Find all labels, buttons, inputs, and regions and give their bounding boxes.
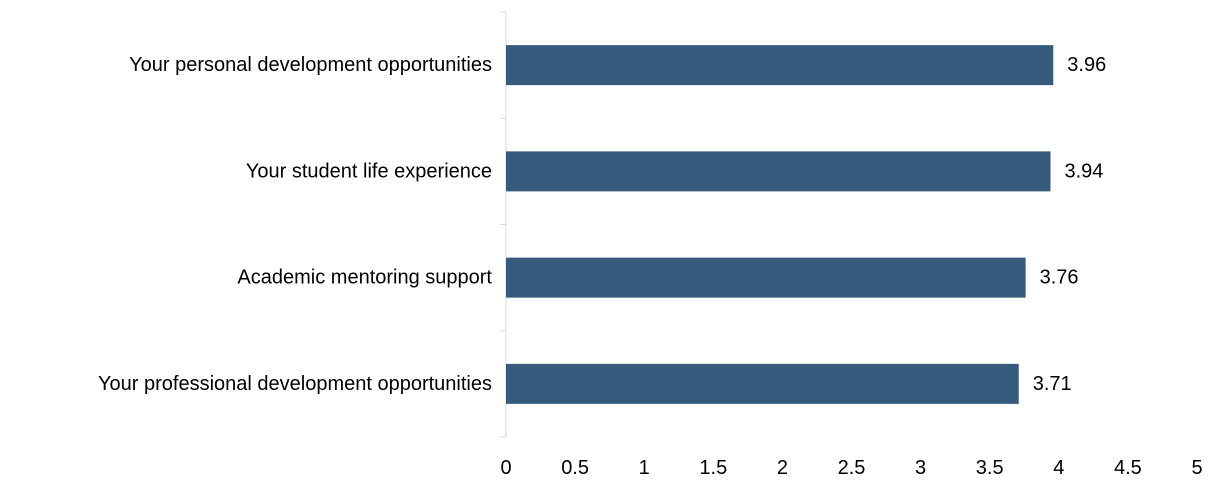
bars [506, 45, 1054, 404]
x-axis-tick-label: 5 [1191, 457, 1202, 479]
y-axis [500, 11, 507, 438]
x-axis-tick-label: 0 [500, 457, 511, 479]
x-axis-tick-labels: 0 0.5 1 1.5 2 2.5 3 3.5 4 4.5 5 [500, 457, 1202, 479]
bar [506, 45, 1054, 86]
x-axis-tick-label: 1 [639, 457, 650, 479]
value-labels: 3.96 3.94 3.76 3.71 [1033, 54, 1106, 395]
bar-value-label: 3.71 [1033, 373, 1072, 395]
x-axis-tick-label: 3.5 [976, 457, 1004, 479]
x-axis-tick-label: 3 [915, 457, 926, 479]
category-label: Your student life experience [246, 160, 492, 182]
x-axis-tick-label: 0.5 [561, 457, 589, 479]
x-axis-tick-label: 4 [1053, 457, 1064, 479]
category-label: Academic mentoring support [237, 267, 492, 289]
category-label: Your professional development opportunit… [98, 373, 492, 395]
category-labels: Your personal development opportunities Y… [98, 54, 492, 395]
x-axis-tick-label: 4.5 [1114, 457, 1142, 479]
bar-value-label: 3.94 [1065, 160, 1104, 182]
bar [506, 151, 1051, 192]
bar [506, 257, 1026, 298]
x-axis-tick-label: 2.5 [838, 457, 866, 479]
category-label: Your personal development opportunities [129, 54, 492, 76]
x-axis-tick-label: 2 [777, 457, 788, 479]
x-axis-tick-label: 1.5 [699, 457, 727, 479]
bar-value-label: 3.96 [1067, 54, 1106, 76]
bar [506, 363, 1019, 404]
bar-value-label: 3.76 [1040, 267, 1079, 289]
